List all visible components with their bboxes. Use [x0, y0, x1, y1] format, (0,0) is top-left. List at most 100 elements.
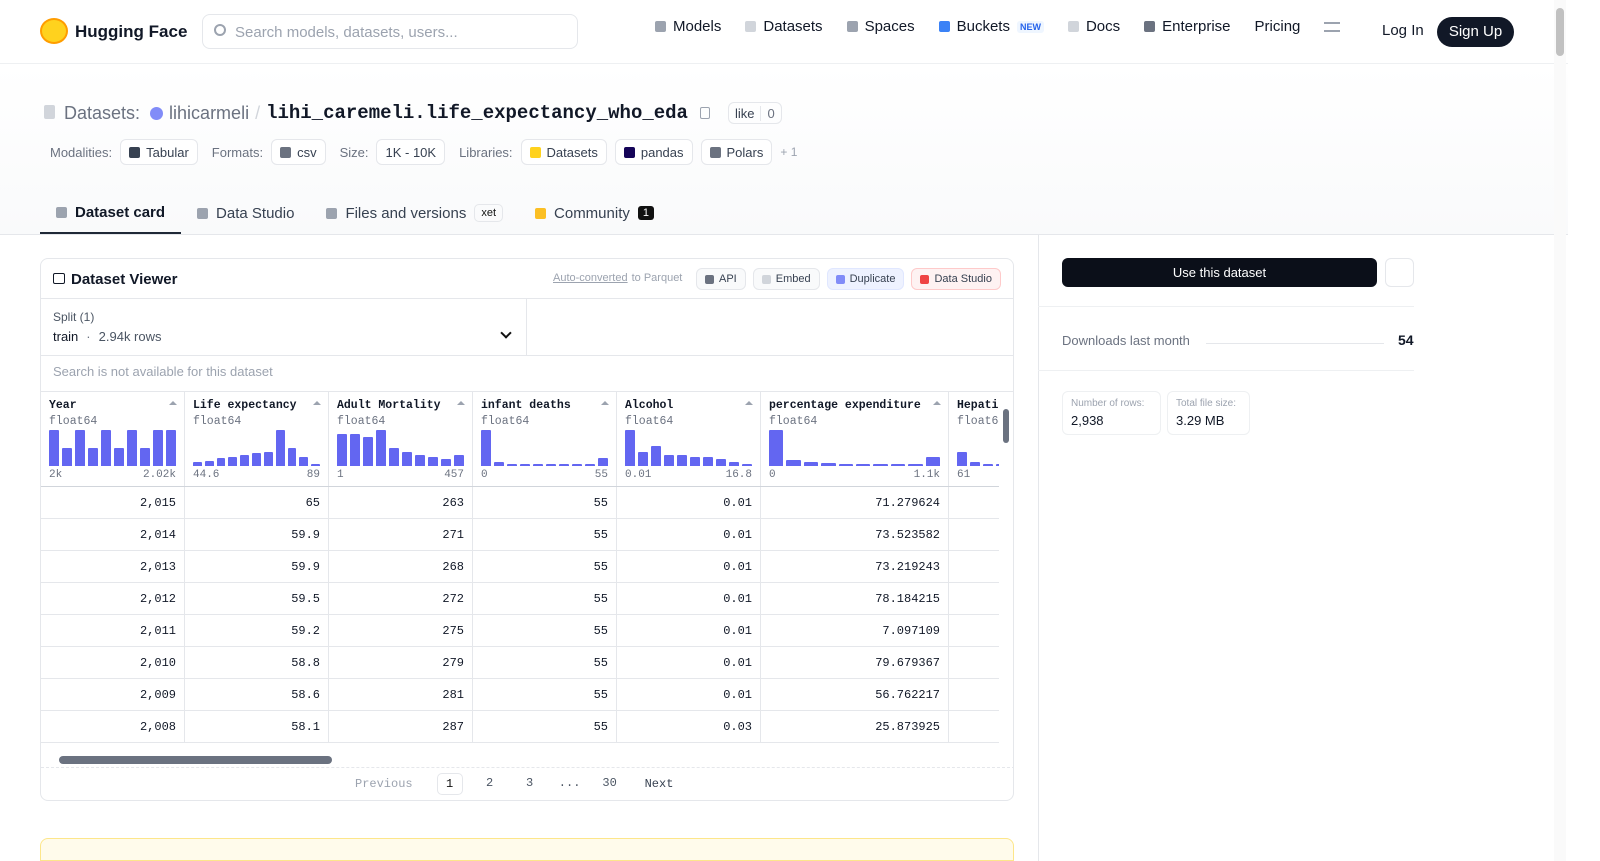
page-scroll-thumb[interactable] [1556, 8, 1564, 56]
table-cell[interactable]: 2,011 [41, 615, 185, 647]
histogram-bar[interactable] [677, 455, 687, 466]
table-cell[interactable]: 55 [473, 519, 617, 551]
histogram-bar[interactable] [204, 460, 214, 466]
viewer-button[interactable]: Duplicate [826, 268, 905, 290]
histogram-bar[interactable] [890, 464, 906, 466]
table-cell[interactable] [949, 583, 999, 615]
viewer-button[interactable]: API [696, 268, 746, 290]
histogram-bar[interactable] [62, 448, 72, 466]
histogram-bar[interactable] [263, 451, 273, 466]
histogram-bar[interactable] [821, 463, 836, 466]
histogram-bar[interactable] [166, 430, 176, 466]
sort-icon[interactable] [313, 401, 321, 405]
histogram-bar[interactable] [193, 462, 202, 466]
table-cell[interactable]: 0.01 [617, 519, 761, 551]
histogram-bar[interactable] [533, 463, 543, 466]
histogram-bar[interactable] [625, 430, 635, 466]
tab[interactable]: Community 1 [519, 192, 670, 234]
table-cell[interactable]: 2,009 [41, 679, 185, 711]
column-header[interactable]: Life expectancy float64 44.6 89 [185, 392, 329, 487]
table-cell[interactable]: 55 [473, 551, 617, 583]
table-cell[interactable]: 55 [473, 679, 617, 711]
histogram-bar[interactable] [925, 457, 941, 466]
table-cell[interactable]: 279 [329, 647, 473, 679]
histogram-bar[interactable] [742, 464, 752, 466]
nav-item[interactable]: Buckets NEW [938, 18, 1044, 35]
login[interactable]: Log In [1382, 22, 1424, 39]
more-button[interactable] [1385, 258, 1414, 287]
nav-item[interactable]: Pricing [1255, 18, 1301, 35]
table-cell[interactable]: 73.523582 [761, 519, 949, 551]
signup[interactable]: Sign Up [1437, 17, 1514, 47]
histogram-bar[interactable] [638, 451, 648, 466]
table-cell[interactable]: 55 [473, 615, 617, 647]
tab[interactable]: Data Studio [181, 192, 310, 234]
column-header[interactable]: percentage expenditure float64 0 1.1k [761, 392, 949, 487]
histogram-bar[interactable] [520, 463, 530, 466]
table-cell[interactable] [949, 679, 999, 711]
histogram-bar[interactable] [376, 430, 386, 466]
histogram-bar[interactable] [240, 455, 250, 466]
histogram-bar[interactable] [703, 457, 713, 466]
column-header[interactable]: infant deaths float64 0 55 [473, 392, 617, 487]
histogram-bar[interactable] [559, 463, 569, 466]
table-cell[interactable] [949, 647, 999, 679]
histogram-bar[interactable] [838, 463, 854, 466]
nav-item[interactable]: Models [655, 18, 721, 35]
tab[interactable]: Dataset card [40, 192, 182, 234]
table-cell[interactable]: 58.8 [185, 647, 329, 679]
table-cell[interactable]: 59.9 [185, 519, 329, 551]
parquet-link[interactable]: Auto-converted [553, 272, 628, 284]
table-cell[interactable]: 79.679367 [761, 647, 949, 679]
histogram-bar[interactable] [546, 463, 556, 466]
histogram-bar[interactable] [350, 433, 360, 466]
table-cell[interactable]: 73.219243 [761, 551, 949, 583]
histogram-bar[interactable] [114, 448, 124, 466]
histogram-bar[interactable] [402, 451, 412, 466]
histogram-bar[interactable] [216, 458, 226, 466]
split-select[interactable]: Split (1) train · 2.94k rows [41, 299, 527, 355]
table-cell[interactable] [949, 615, 999, 647]
histogram-bar[interactable] [507, 463, 517, 466]
table-cell[interactable]: 55 [473, 583, 617, 615]
nav-item[interactable]: Datasets [745, 18, 823, 35]
histogram-bar[interactable] [275, 430, 285, 466]
repo-owner[interactable]: lihicarmeli [169, 102, 250, 123]
table-cell[interactable]: 2,010 [41, 647, 185, 679]
previous[interactable]: Previous [355, 777, 413, 791]
histogram-bar[interactable] [664, 455, 674, 466]
use-dataset-button[interactable]: Use this dataset [1062, 258, 1377, 287]
table-cell[interactable] [949, 711, 999, 743]
table-cell[interactable]: 59.9 [185, 551, 329, 583]
table-cell[interactable]: 271 [329, 519, 473, 551]
next[interactable]: Next [644, 777, 674, 791]
page-number[interactable]: 2 [486, 776, 494, 790]
sort-icon[interactable] [169, 401, 177, 405]
page-number[interactable]: 1 [436, 773, 463, 795]
table-cell[interactable]: 2,014 [41, 519, 185, 551]
table-cell[interactable]: 78.184215 [761, 583, 949, 615]
table-cell[interactable]: 2,012 [41, 583, 185, 615]
table-cell[interactable]: 71.279624 [761, 487, 949, 519]
table-cell[interactable]: 58.1 [185, 711, 329, 743]
sort-icon[interactable] [457, 401, 465, 405]
table-cell[interactable]: 58.6 [185, 679, 329, 711]
histogram-bar[interactable] [983, 464, 993, 466]
histogram-bar[interactable] [598, 458, 608, 466]
histogram-bar[interactable] [88, 448, 98, 466]
table-cell[interactable]: 65 [185, 487, 329, 519]
histogram-bar[interactable] [856, 464, 871, 466]
table-cell[interactable] [949, 519, 999, 551]
like-button[interactable]: like 0 [727, 102, 782, 124]
table-cell[interactable]: 0.01 [617, 615, 761, 647]
h-scroll[interactable] [59, 756, 332, 764]
histogram-bar[interactable] [287, 448, 297, 466]
table-cell[interactable]: 0.01 [617, 647, 761, 679]
v-scroll[interactable] [1003, 409, 1009, 443]
column-header[interactable]: Adult Mortality float64 1 457 [329, 392, 473, 487]
histogram-bar[interactable] [585, 463, 595, 466]
search-box[interactable]: Search models, datasets, users... [202, 14, 578, 49]
histogram-bar[interactable] [49, 430, 59, 466]
nav-item[interactable]: Spaces [846, 18, 915, 35]
menu-icon[interactable] [1324, 21, 1341, 32]
